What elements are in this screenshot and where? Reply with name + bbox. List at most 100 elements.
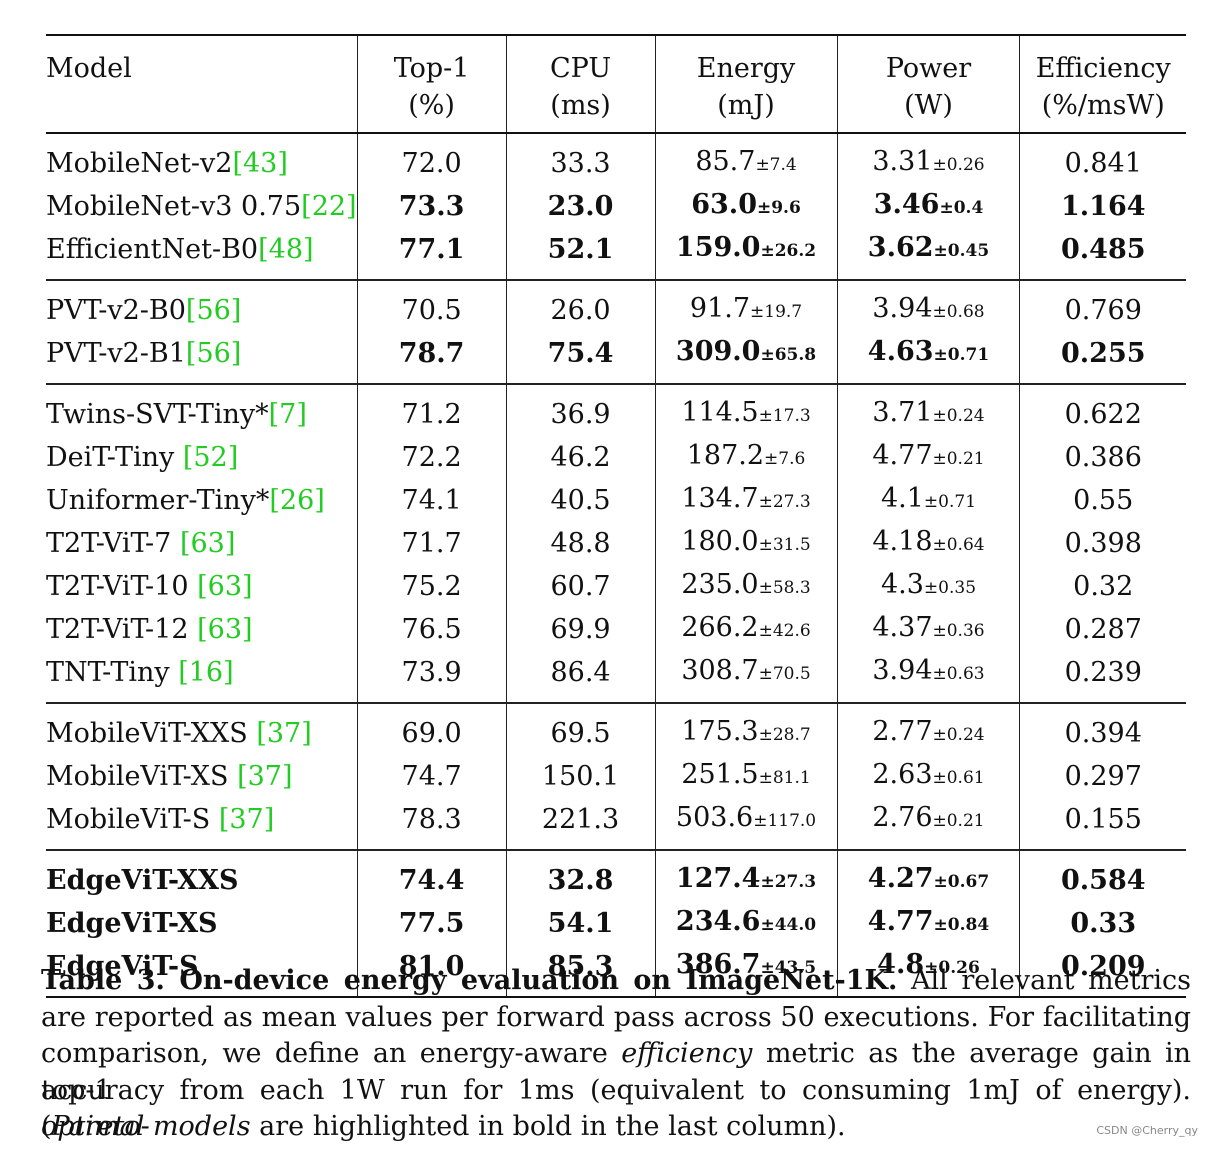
cell-power: 4.37±0.36 xyxy=(836,608,1020,651)
cell-efficiency-value: 0.485 xyxy=(1060,233,1146,265)
cell-power-std: ±0.71 xyxy=(933,345,990,365)
header-model-label: Model xyxy=(46,53,132,84)
cell-model: MobileNet-v2[43] xyxy=(46,133,357,185)
caption-emphasis: Pareto- xyxy=(51,1111,150,1142)
cell-cpu: 69.5 xyxy=(505,703,656,755)
cell-energy-std: ±27.3 xyxy=(760,872,817,892)
cell-top1: 72.0 xyxy=(356,133,507,185)
header-cpu-unit: (ms) xyxy=(550,90,611,121)
cell-cpu-value: 69.9 xyxy=(550,613,611,645)
cell-efficiency-value: 0.398 xyxy=(1064,527,1142,559)
header-power: Power (W) xyxy=(836,35,1020,133)
citation-link[interactable]: [52] xyxy=(182,441,239,473)
cell-power: 4.63±0.71 xyxy=(836,332,1020,384)
cell-power: 2.77±0.24 xyxy=(836,703,1020,755)
citation-link[interactable]: [37] xyxy=(237,760,293,792)
citation-link[interactable]: [37] xyxy=(218,803,275,835)
cell-efficiency-value: 0.55 xyxy=(1073,484,1134,516)
table-caption: Table 3. On-device energy evaluation on … xyxy=(41,963,1191,1146)
citation-link[interactable]: [63] xyxy=(197,570,253,602)
caption-text: comparison, we define an energy-aware xyxy=(41,1038,622,1069)
model-name: TNT-Tiny xyxy=(46,656,179,688)
cell-energy-std: ±9.6 xyxy=(756,198,801,218)
cell-cpu: 26.0 xyxy=(505,280,656,332)
cell-top1: 74.7 xyxy=(356,755,507,798)
citation-link[interactable]: [7] xyxy=(268,398,307,430)
cell-top1-value: 76.5 xyxy=(401,613,462,645)
cell-power-std: ±0.36 xyxy=(932,621,985,641)
cell-efficiency: 0.287 xyxy=(1019,608,1186,651)
cell-efficiency: 0.398 xyxy=(1019,522,1186,565)
cell-power-value: 4.1 xyxy=(880,483,924,514)
model-name: PVT-v2-B0 xyxy=(46,294,186,326)
cell-efficiency: 0.55 xyxy=(1019,479,1186,522)
cell-power: 4.3±0.35 xyxy=(836,565,1020,608)
cell-model: T2T-ViT-7 [63] xyxy=(46,522,357,565)
citation-link[interactable]: [56] xyxy=(185,294,242,326)
cell-energy: 175.3±28.7 xyxy=(654,703,838,755)
header-top1-unit: (%) xyxy=(408,90,455,121)
caption-text: All relevant metrics xyxy=(897,965,1191,996)
cell-efficiency: 0.622 xyxy=(1019,384,1186,436)
cell-cpu-value: 36.9 xyxy=(550,398,611,430)
cell-cpu: 85.3 xyxy=(505,945,656,997)
cell-model: Twins-SVT-Tiny*[7] xyxy=(46,384,357,436)
cell-energy-std: ±70.5 xyxy=(758,664,811,684)
cell-top1-value: 71.7 xyxy=(401,527,462,559)
cell-efficiency-value: 0.239 xyxy=(1064,656,1142,688)
cell-cpu-value: 150.1 xyxy=(541,760,620,792)
header-model: Model xyxy=(46,35,357,133)
header-energy: Energy (mJ) xyxy=(654,35,838,133)
citation-link[interactable]: [16] xyxy=(178,656,234,688)
cell-power: 4.18±0.64 xyxy=(836,522,1020,565)
citation-link[interactable]: [63] xyxy=(179,527,236,559)
citation-link[interactable]: [22] xyxy=(301,190,357,222)
table-row: MobileViT-S [37] 78.3 221.3 503.6±117.0 2.76… xyxy=(46,798,1186,850)
cell-top1: 70.5 xyxy=(356,280,507,332)
citation-link[interactable]: [37] xyxy=(256,717,312,749)
model-name: MobileViT-XXS xyxy=(46,717,257,749)
cell-energy: 308.7±70.5 xyxy=(654,651,838,703)
cell-top1-value: 81.0 xyxy=(398,950,465,982)
cell-top1: 73.9 xyxy=(356,651,507,703)
citation-link[interactable]: [43] xyxy=(232,147,288,179)
cell-model: TNT-Tiny [16] xyxy=(46,651,357,703)
cell-energy: 127.4±27.3 xyxy=(654,850,838,902)
cell-efficiency: 0.255 xyxy=(1019,332,1186,384)
cell-power-value: 2.77 xyxy=(872,716,933,747)
citation-link[interactable]: [63] xyxy=(197,613,253,645)
cell-model: EdgeViT-S xyxy=(46,945,357,997)
citation-link[interactable]: [48] xyxy=(258,233,314,265)
table-row: T2T-ViT-10 [63] 75.2 60.7 235.0±58.3 4.3±0.3… xyxy=(46,565,1186,608)
cell-energy: 251.5±81.1 xyxy=(654,755,838,798)
cell-power-value: 4.8 xyxy=(877,949,925,980)
model-name: EdgeViT-XXS xyxy=(46,864,239,896)
cell-power-value: 3.46 xyxy=(873,189,940,220)
cell-efficiency-value: 0.297 xyxy=(1064,760,1142,792)
cell-energy-value: 266.2 xyxy=(681,612,759,643)
cell-power: 4.8±0.26 xyxy=(836,945,1020,997)
cell-power-std: ±0.21 xyxy=(932,449,985,469)
cell-power-value: 2.76 xyxy=(872,802,933,833)
cell-top1-value: 72.2 xyxy=(401,441,462,473)
cell-top1-value: 71.2 xyxy=(401,398,462,430)
cell-cpu: 86.4 xyxy=(505,651,656,703)
citation-link[interactable]: [26] xyxy=(269,484,325,516)
cell-energy-std: ±65.8 xyxy=(760,345,817,365)
cell-efficiency-value: 0.841 xyxy=(1064,147,1142,179)
cell-energy-std: ±42.6 xyxy=(758,621,811,641)
cell-model: MobileViT-XS [37] xyxy=(46,755,357,798)
model-name: T2T-ViT-12 xyxy=(46,613,198,645)
cell-power: 2.63±0.61 xyxy=(836,755,1020,798)
citation-link[interactable]: [56] xyxy=(185,337,242,369)
cell-energy: 187.2±7.6 xyxy=(654,436,838,479)
cell-efficiency-value: 0.622 xyxy=(1064,398,1142,430)
cell-efficiency: 0.32 xyxy=(1019,565,1186,608)
watermark: CSDN @Cherry_qy xyxy=(1096,1124,1198,1137)
model-name: MobileNet-v3 0.75 xyxy=(46,190,302,222)
cell-energy: 134.7±27.3 xyxy=(654,479,838,522)
cell-top1-value: 70.5 xyxy=(401,294,462,326)
cell-top1: 69.0 xyxy=(356,703,507,755)
cell-energy: 180.0±31.5 xyxy=(654,522,838,565)
header-energy-label: Energy xyxy=(696,53,796,84)
